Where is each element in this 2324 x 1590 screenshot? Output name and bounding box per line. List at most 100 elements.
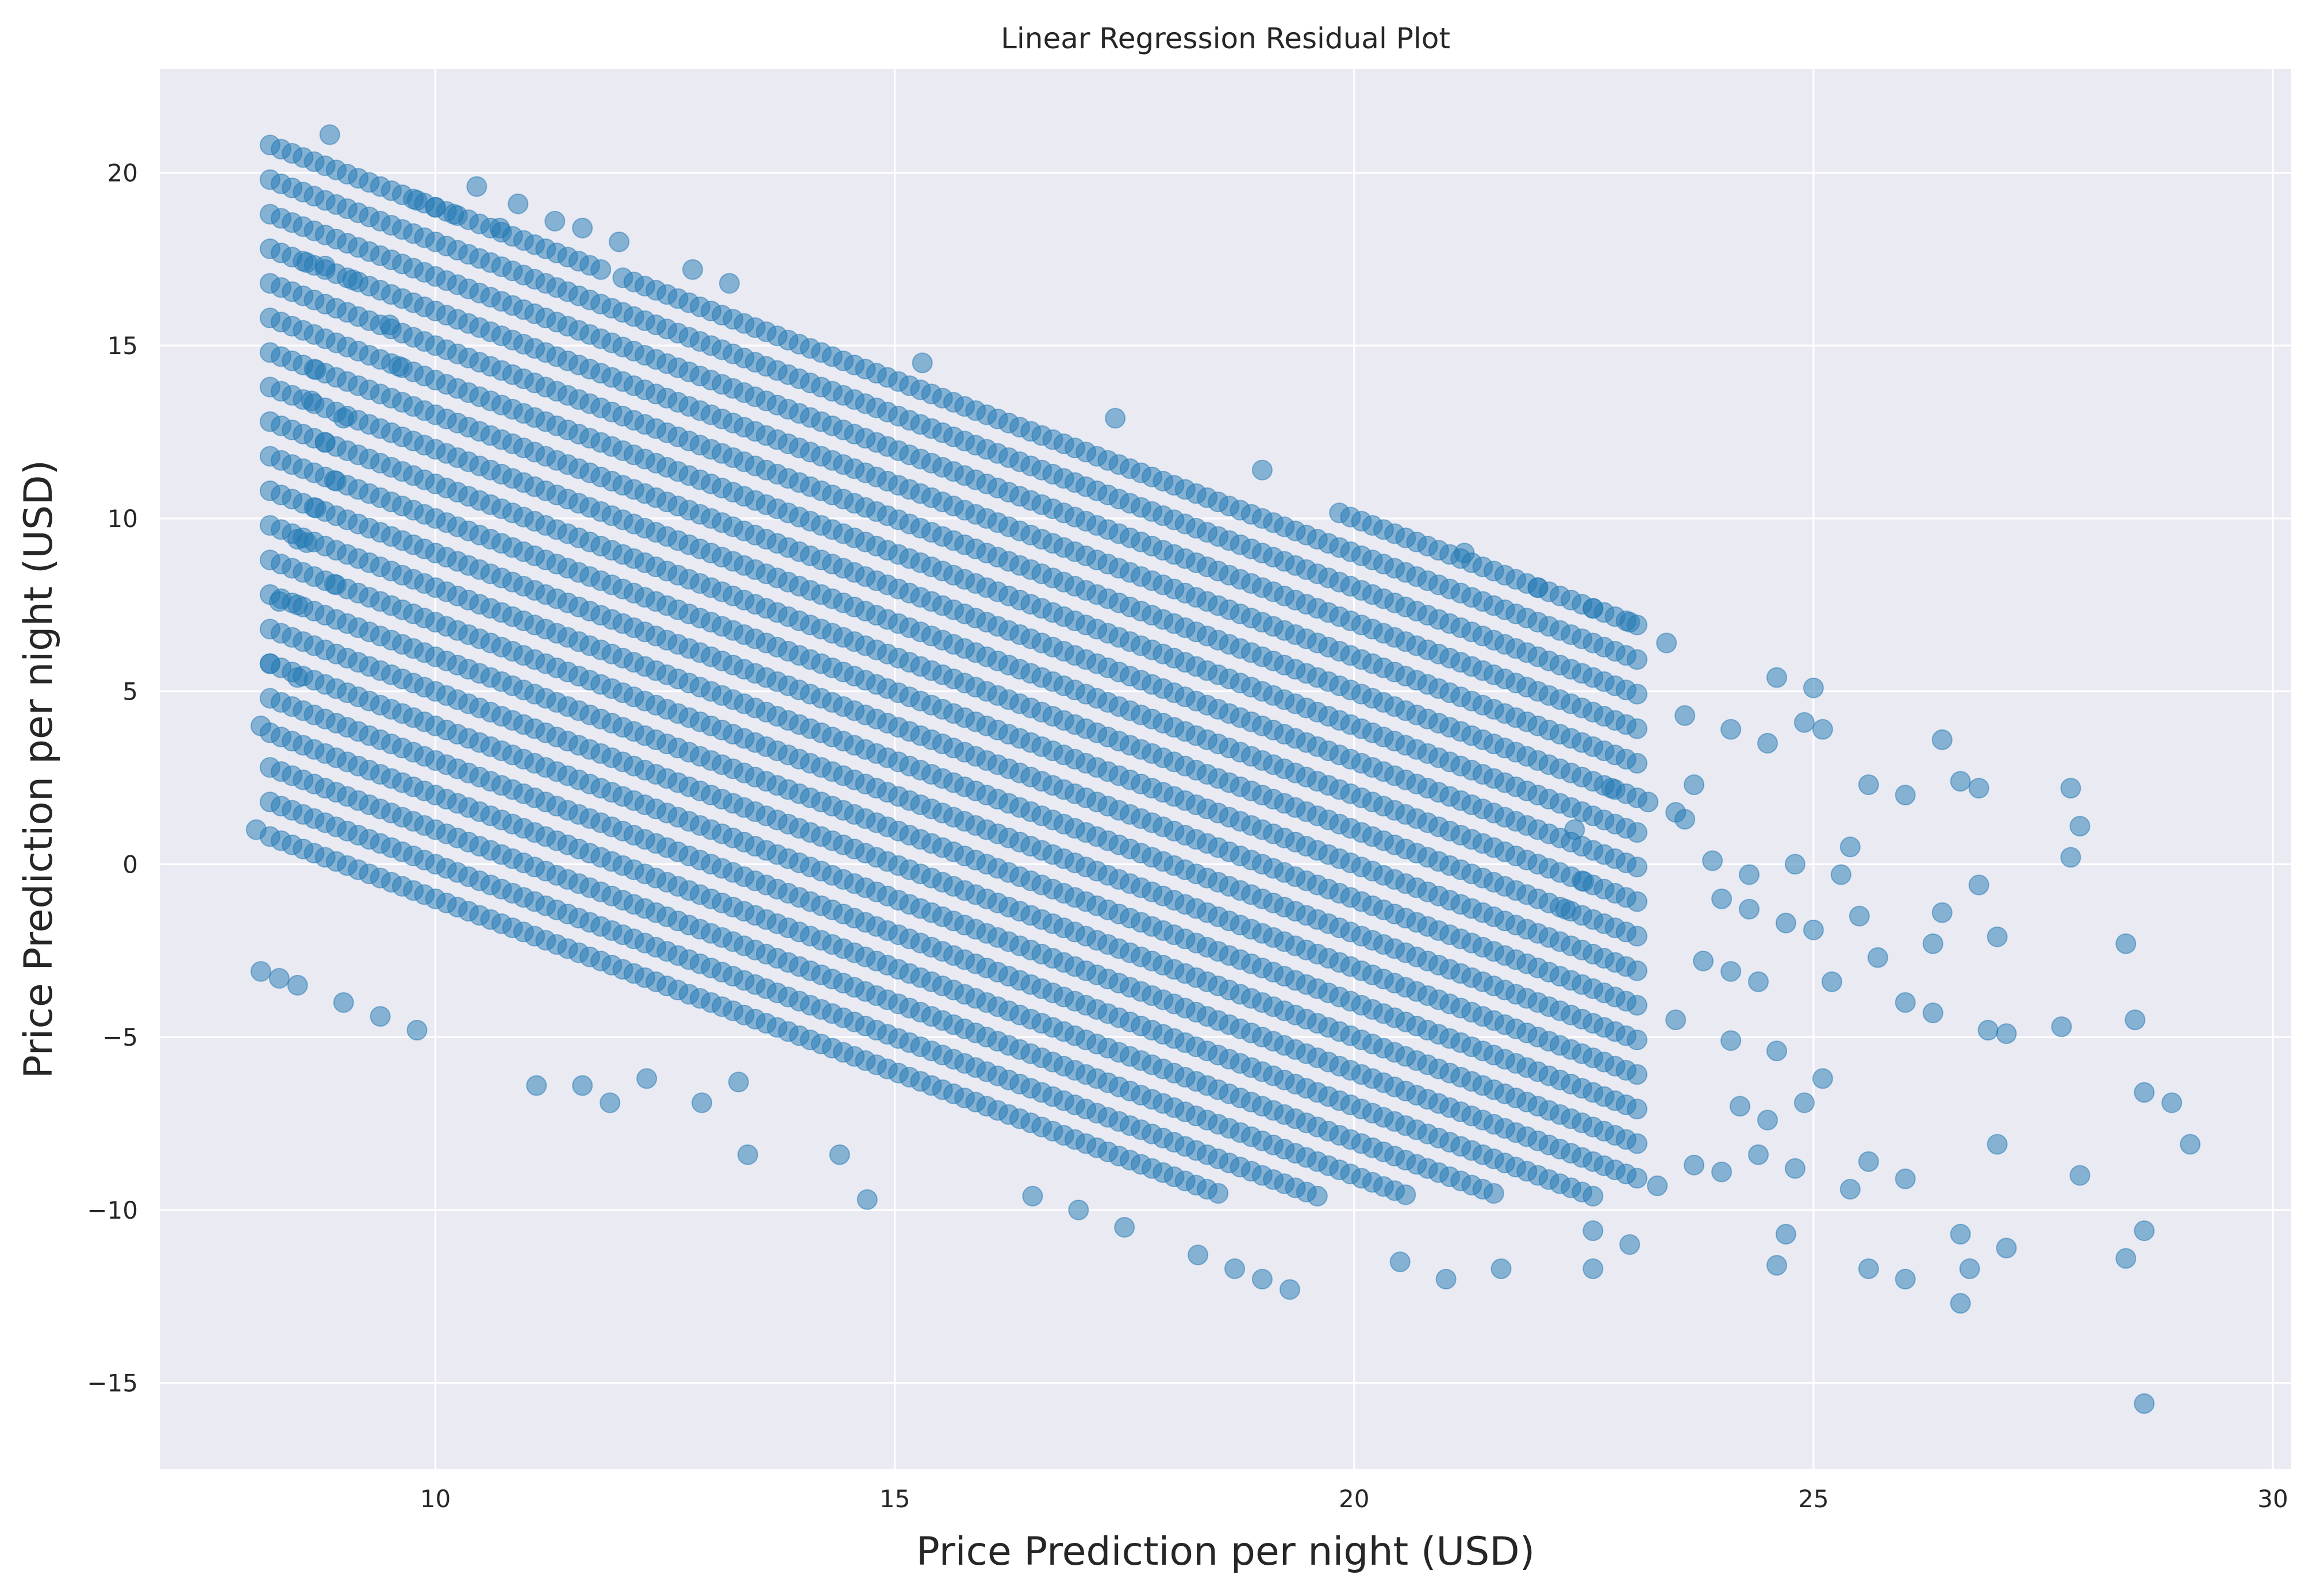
scatter-point	[1959, 1258, 1980, 1280]
scatter-point	[1251, 459, 1273, 481]
scatter-point	[2060, 778, 2081, 799]
scatter-point	[1739, 864, 1760, 885]
scatter-point	[1720, 719, 1742, 740]
scatter-point	[1968, 778, 1989, 799]
scatter-point	[2125, 1009, 2146, 1031]
scatter-point	[1775, 1224, 1796, 1245]
scatter-point	[1757, 1109, 1778, 1131]
scatter-point	[1757, 732, 1778, 754]
scatter-point	[1564, 819, 1585, 840]
scatter-point	[1996, 1238, 2017, 1259]
scatter-point	[1987, 1134, 2008, 1155]
scatter-point	[287, 974, 308, 996]
scatter-point	[333, 408, 354, 429]
scatter-point	[1821, 971, 1842, 992]
scatter-point	[1619, 1234, 1641, 1255]
scatter-point	[1627, 822, 1647, 843]
scatter-point	[1784, 854, 1806, 875]
scatter-point	[1582, 1220, 1604, 1241]
scatter-point	[1693, 950, 1714, 971]
scatter-point	[268, 591, 290, 612]
scatter-point	[1573, 871, 1595, 892]
scatter-point	[250, 715, 271, 736]
scatter-point	[1830, 864, 1851, 885]
scatter-point	[1987, 926, 2008, 947]
scatter-point	[1582, 1185, 1604, 1207]
scatter-point	[2134, 1393, 2155, 1414]
scatter-point	[333, 992, 354, 1013]
x-tick-label: 30	[2257, 1485, 2288, 1513]
y-tick-labels: −15 −10 −5 0 5 10 15 20	[87, 159, 138, 1397]
scatter-point	[1766, 1040, 1787, 1062]
scatter-point	[1931, 729, 1953, 750]
scatter-point	[1922, 1003, 1943, 1023]
scatter-point	[287, 594, 308, 616]
scatter-point	[1674, 705, 1696, 726]
scatter-point	[1627, 960, 1647, 981]
scatter-point	[388, 356, 409, 377]
scatter-point	[508, 193, 529, 214]
scatter-point	[2161, 1092, 2183, 1113]
scatter-point	[1454, 543, 1475, 564]
scatter-point	[1977, 1020, 1999, 1041]
scatter-point	[1389, 1251, 1411, 1273]
scatter-point	[1720, 1030, 1742, 1051]
chart-title: Linear Regression Residual Plot	[1001, 22, 1450, 55]
scatter-point	[1867, 947, 1888, 968]
scatter-point	[2134, 1082, 2155, 1103]
scatter-point	[1627, 683, 1647, 705]
scatter-point	[1307, 1185, 1328, 1207]
scatter-point	[1793, 712, 1815, 733]
y-tick-label: 10	[107, 505, 138, 533]
scatter-point	[1527, 577, 1549, 598]
scatter-point	[1627, 1167, 1647, 1189]
scatter-point	[1931, 902, 1953, 923]
scatter-point	[600, 1092, 621, 1113]
scatter-point	[1068, 1199, 1089, 1220]
scatter-point	[466, 176, 487, 197]
scatter-point	[1627, 925, 1647, 947]
scatter-point	[1395, 1184, 1416, 1205]
scatter-point	[1627, 1064, 1647, 1085]
scatter-point	[1555, 898, 1576, 920]
scatter-point	[1839, 836, 1861, 858]
scatter-point	[305, 497, 326, 519]
scatter-point	[2051, 1016, 2072, 1038]
x-axis-label: Price Prediction per night (USD)	[916, 1529, 1535, 1574]
scatter-point	[1812, 719, 1833, 740]
scatter-point	[1188, 1245, 1209, 1266]
scatter-point	[1858, 774, 1879, 796]
scatter-point	[1627, 1099, 1647, 1120]
scatter-point	[1279, 1279, 1300, 1300]
scatter-point	[1627, 1133, 1647, 1154]
y-tick-label: −10	[87, 1196, 138, 1224]
scatter-point	[912, 352, 933, 374]
scatter-point	[305, 359, 326, 381]
scatter-point	[1711, 888, 1733, 909]
scatter-point	[1208, 1183, 1229, 1204]
scatter-point	[314, 432, 336, 453]
scatter-point	[1950, 1293, 1971, 1314]
scatter-point	[1684, 1154, 1705, 1176]
scatter-point	[609, 231, 630, 252]
scatter-point	[1858, 1151, 1879, 1172]
x-tick-labels: 10 15 20 25 30	[420, 1485, 2288, 1513]
scatter-point	[250, 961, 271, 982]
scatter-point	[1858, 1258, 1879, 1280]
scatter-point	[1803, 677, 1824, 698]
scatter-point	[443, 203, 464, 225]
scatter-point	[1582, 1258, 1604, 1280]
scatter-point	[2069, 1165, 2091, 1186]
scatter-point	[1812, 1068, 1833, 1089]
scatter-point	[2134, 1220, 2155, 1241]
scatter-point	[1601, 778, 1622, 799]
x-tick-label: 20	[1339, 1485, 1369, 1513]
scatter-point	[1114, 1217, 1135, 1238]
scatter-point	[1582, 598, 1604, 619]
scatter-point	[1483, 1183, 1504, 1204]
scatter-point	[2115, 1248, 2137, 1269]
scatter-point	[1793, 1092, 1815, 1113]
scatter-point	[1224, 1258, 1245, 1280]
scatter-point	[526, 1075, 547, 1096]
